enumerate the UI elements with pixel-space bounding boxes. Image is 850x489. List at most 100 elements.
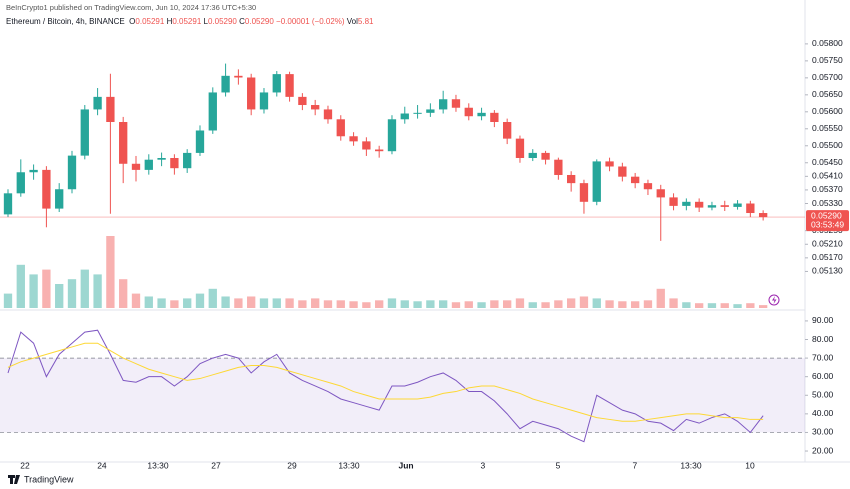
candle-body <box>362 141 371 150</box>
candle-body <box>682 201 691 206</box>
candle-body <box>55 189 64 209</box>
candle-body <box>93 96 102 110</box>
volume-bar <box>426 300 435 308</box>
candle-body <box>170 158 179 169</box>
volume-bar <box>67 279 77 308</box>
volume-bar <box>618 301 627 308</box>
volume-bar <box>285 298 294 308</box>
rsi-line <box>7 329 764 443</box>
candle-body <box>707 205 717 208</box>
candle-body <box>503 122 512 139</box>
x-tick-label: 13:30 <box>147 460 169 470</box>
candle-body <box>80 109 89 156</box>
volume-label: Vol <box>346 17 358 26</box>
volume-bar <box>515 298 525 308</box>
y-tick-label: 0.05330 <box>812 198 843 208</box>
candle-body <box>567 174 576 184</box>
candle-body <box>515 138 525 158</box>
ohlc-label: O <box>129 17 136 26</box>
candle-body <box>195 130 205 153</box>
y-tick-label: 0.05170 <box>812 252 843 262</box>
candle-body <box>464 107 473 117</box>
y-tick-label: 30.00 <box>812 427 834 437</box>
volume-bar <box>221 296 230 308</box>
ohlc-label: C <box>239 17 245 26</box>
volume-bar <box>259 298 269 308</box>
x-tick-label: Jun <box>398 460 413 470</box>
candle-body <box>720 205 729 207</box>
candle-body <box>323 109 333 120</box>
y-tick-label: 0.05600 <box>812 106 843 116</box>
candle-body <box>451 99 461 108</box>
candle-body <box>758 213 768 218</box>
x-tick-label: 3 <box>480 460 485 470</box>
y-tick-label: 0.05800 <box>812 38 843 48</box>
y-tick-label: 0.05370 <box>812 184 843 194</box>
volume-bar <box>247 296 256 308</box>
candle-body <box>29 169 38 173</box>
volume-bar <box>311 298 320 308</box>
candle-body <box>413 112 422 114</box>
candle-body <box>387 119 397 152</box>
candle-body <box>605 161 614 167</box>
volume-bar <box>234 298 243 308</box>
brand-logo <box>8 475 20 484</box>
candle-body <box>221 75 230 93</box>
candle-body <box>439 99 448 110</box>
volume-bar <box>208 288 217 308</box>
candle-body <box>272 74 281 93</box>
brand: TradingView <box>24 474 74 484</box>
volume-bar <box>541 302 550 308</box>
y-tick-label: 80.00 <box>812 334 834 344</box>
volume-bar <box>16 264 25 308</box>
volume-bar <box>733 304 742 308</box>
candle-body <box>208 92 217 131</box>
candle-body <box>67 155 77 190</box>
volume-bar <box>413 301 422 308</box>
volume-bar <box>298 300 307 308</box>
volume-bar <box>323 300 333 308</box>
volume-bar <box>669 298 678 308</box>
volume-bar <box>336 300 345 308</box>
ohlc-label: L <box>203 17 208 26</box>
y-tick-label: 20.00 <box>812 445 834 455</box>
legend: Ethereum / Bitcoin, 4h, BINANCE O0.05291… <box>6 17 373 26</box>
y-tick-label: 0.05450 <box>812 157 843 167</box>
volume-bar <box>682 302 691 308</box>
x-tick-label: 7 <box>633 460 638 470</box>
volume-bar <box>490 300 499 308</box>
y-tick-label: 60.00 <box>812 371 834 381</box>
volume-bar <box>170 300 179 308</box>
volume-bar <box>42 269 51 308</box>
candle-body <box>336 119 345 137</box>
volume-bar <box>400 300 409 308</box>
volume-bar <box>746 303 755 308</box>
volume-bar <box>144 296 153 308</box>
candle-body <box>131 163 141 170</box>
x-tick-label: 5 <box>556 460 561 470</box>
volume-bar <box>579 296 589 308</box>
volume-bar <box>362 302 371 308</box>
volume-bar <box>707 303 717 308</box>
candle-body <box>490 112 499 122</box>
candle-body <box>746 203 755 214</box>
candle-body <box>16 172 25 194</box>
volume-bar <box>349 301 358 308</box>
x-tick-label: 29 <box>287 460 297 470</box>
volume-bar <box>503 300 512 308</box>
candle-body <box>656 189 665 198</box>
x-tick-label: 10 <box>745 460 755 470</box>
volume-bar <box>605 300 614 308</box>
volume-bar <box>80 269 89 308</box>
candle-body <box>630 176 640 184</box>
volume-bar <box>554 300 563 308</box>
x-tick-label: 27 <box>211 460 221 470</box>
y-tick-label: 0.05210 <box>812 239 843 249</box>
y-tick-label: 0.05410 <box>812 171 843 181</box>
alert-icon[interactable] <box>768 294 780 306</box>
candle-body <box>106 96 115 122</box>
y-tick-label: 0.05650 <box>812 89 843 99</box>
last-price-label: 0.05290 <box>811 210 842 220</box>
